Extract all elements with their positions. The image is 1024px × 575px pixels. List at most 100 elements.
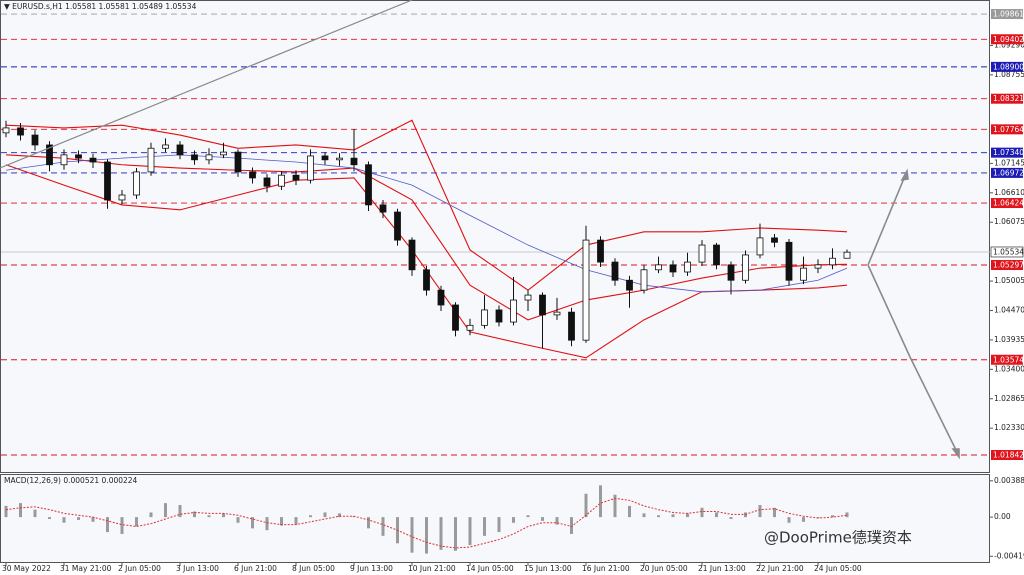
y-tick-label: 1.03935	[994, 335, 1024, 344]
candle-body	[104, 161, 111, 201]
level-label: 1.01842	[993, 451, 1024, 460]
candle-body	[814, 264, 822, 269]
macd-label: MACD(12,26,9)	[4, 476, 61, 485]
candle-body	[321, 155, 329, 161]
macd-bar	[135, 517, 138, 527]
level-tag	[991, 34, 1023, 45]
macd-bar	[236, 517, 240, 523]
level-tag	[991, 61, 1023, 72]
macd-panel	[0, 474, 990, 563]
macd-bar	[48, 517, 51, 519]
x-tick-label: 6 Jun 21:00	[234, 564, 277, 573]
y-tick-label: 1.05005	[994, 276, 1024, 285]
macd-bar	[410, 517, 414, 553]
x-tick-label: 16 Jun 21:00	[582, 564, 630, 573]
x-tick-label: 3 Jun 13:00	[176, 564, 219, 573]
macd-bar	[454, 517, 457, 551]
candle-body	[350, 157, 358, 166]
level-label: 1.03574	[993, 355, 1024, 364]
candle-body	[756, 237, 764, 256]
macd-bar	[33, 509, 37, 518]
candle-body	[684, 261, 691, 273]
macd-bar	[773, 507, 776, 518]
current-price-tag	[990, 246, 1024, 258]
macd-bar	[193, 511, 196, 518]
macd-bar	[526, 515, 530, 518]
macd-bar	[62, 517, 66, 523]
candle-body	[205, 154, 213, 161]
candle-body	[611, 261, 619, 281]
candle-body	[843, 251, 851, 259]
level-label: 1.09402	[993, 35, 1024, 44]
macd-bar	[729, 517, 733, 519]
symbol: EURUSD.s,H1	[12, 2, 63, 11]
macd-bar	[483, 517, 486, 536]
candle-body	[524, 294, 532, 301]
x-tick-label: 24 Jun 05:00	[814, 564, 862, 573]
x-tick-label: 22 Jun 21:00	[756, 564, 804, 573]
candle-body	[742, 254, 749, 281]
macd-bar	[787, 517, 791, 523]
candle-body	[234, 151, 242, 173]
level-label: 1.06972	[993, 168, 1024, 177]
watermark: @DooPrime德璞资本	[764, 529, 912, 547]
macd-bar	[831, 515, 834, 518]
plot-layer: 1.09290 1.08755 1.07145 1.06610 1.06075 1.050…	[1, 13, 1024, 573]
candle-body	[423, 269, 430, 291]
macd-bar	[338, 513, 341, 518]
candle-body	[698, 244, 706, 263]
candle-body	[118, 194, 126, 201]
candle-body	[46, 144, 53, 166]
macd-bar	[512, 517, 515, 523]
candle-body	[727, 264, 735, 281]
candle-body	[292, 174, 300, 181]
quote-open: 1.05581	[65, 2, 96, 11]
quote-high: 1.05581	[99, 2, 130, 11]
arrow-head	[951, 448, 960, 460]
projection-arrows	[867, 168, 960, 460]
candle-body	[495, 309, 503, 323]
candle-body	[437, 289, 445, 306]
x-tick-label: 9 Jun 13:00	[350, 564, 393, 573]
candle-body	[597, 239, 604, 263]
macd-bar	[845, 512, 849, 518]
macd-bar	[497, 517, 501, 533]
y-tick-label: 1.04470	[994, 305, 1024, 314]
x-tick-label: 14 Jun 05:00	[466, 564, 514, 573]
candle-body	[800, 267, 807, 281]
price-panel	[0, 0, 990, 473]
candle-body	[640, 269, 648, 291]
x-tick-label: 10 Jun 21:00	[408, 564, 456, 573]
y-tick-label: 1.08755	[994, 70, 1024, 79]
candle-body	[278, 174, 285, 187]
level-label: 1.05297	[993, 261, 1024, 270]
macd-bar	[4, 505, 8, 518]
arrow-up	[867, 175, 906, 266]
candle-body	[655, 264, 662, 271]
level-tag	[991, 198, 1023, 209]
level-label: 1.07340	[993, 148, 1024, 157]
macd-value: 0.000521	[63, 476, 99, 485]
x-tick-label: 8 Jun 05:00	[292, 564, 335, 573]
macd-signal-value: 0.000224	[102, 476, 138, 485]
level-tag	[991, 260, 1023, 271]
level-label: 1.07764	[993, 125, 1024, 134]
candle-body	[379, 204, 387, 213]
macd-bar	[758, 504, 762, 518]
macd-bar	[555, 517, 559, 525]
candle-body	[191, 154, 198, 161]
macd-bar	[323, 512, 327, 518]
quote-close: 1.05534	[165, 2, 196, 11]
macd-bar	[309, 515, 312, 518]
macd-bar	[700, 507, 704, 518]
level-tag	[991, 450, 1023, 461]
level-tag	[991, 124, 1023, 135]
candle-body	[553, 311, 561, 316]
y-tick-label: 1.02330	[994, 423, 1024, 432]
y-tick-label: 1.06075	[994, 217, 1024, 226]
chart-header: ▼ EURUSD.s,H1 1.05581 1.05581 1.05489 1.…	[4, 2, 197, 11]
x-tick-label: 15 Jun 13:00	[524, 564, 572, 573]
level-tag	[991, 147, 1023, 158]
macd-y-tick-label: -0.004191	[994, 551, 1024, 560]
macd-bar	[439, 517, 443, 550]
